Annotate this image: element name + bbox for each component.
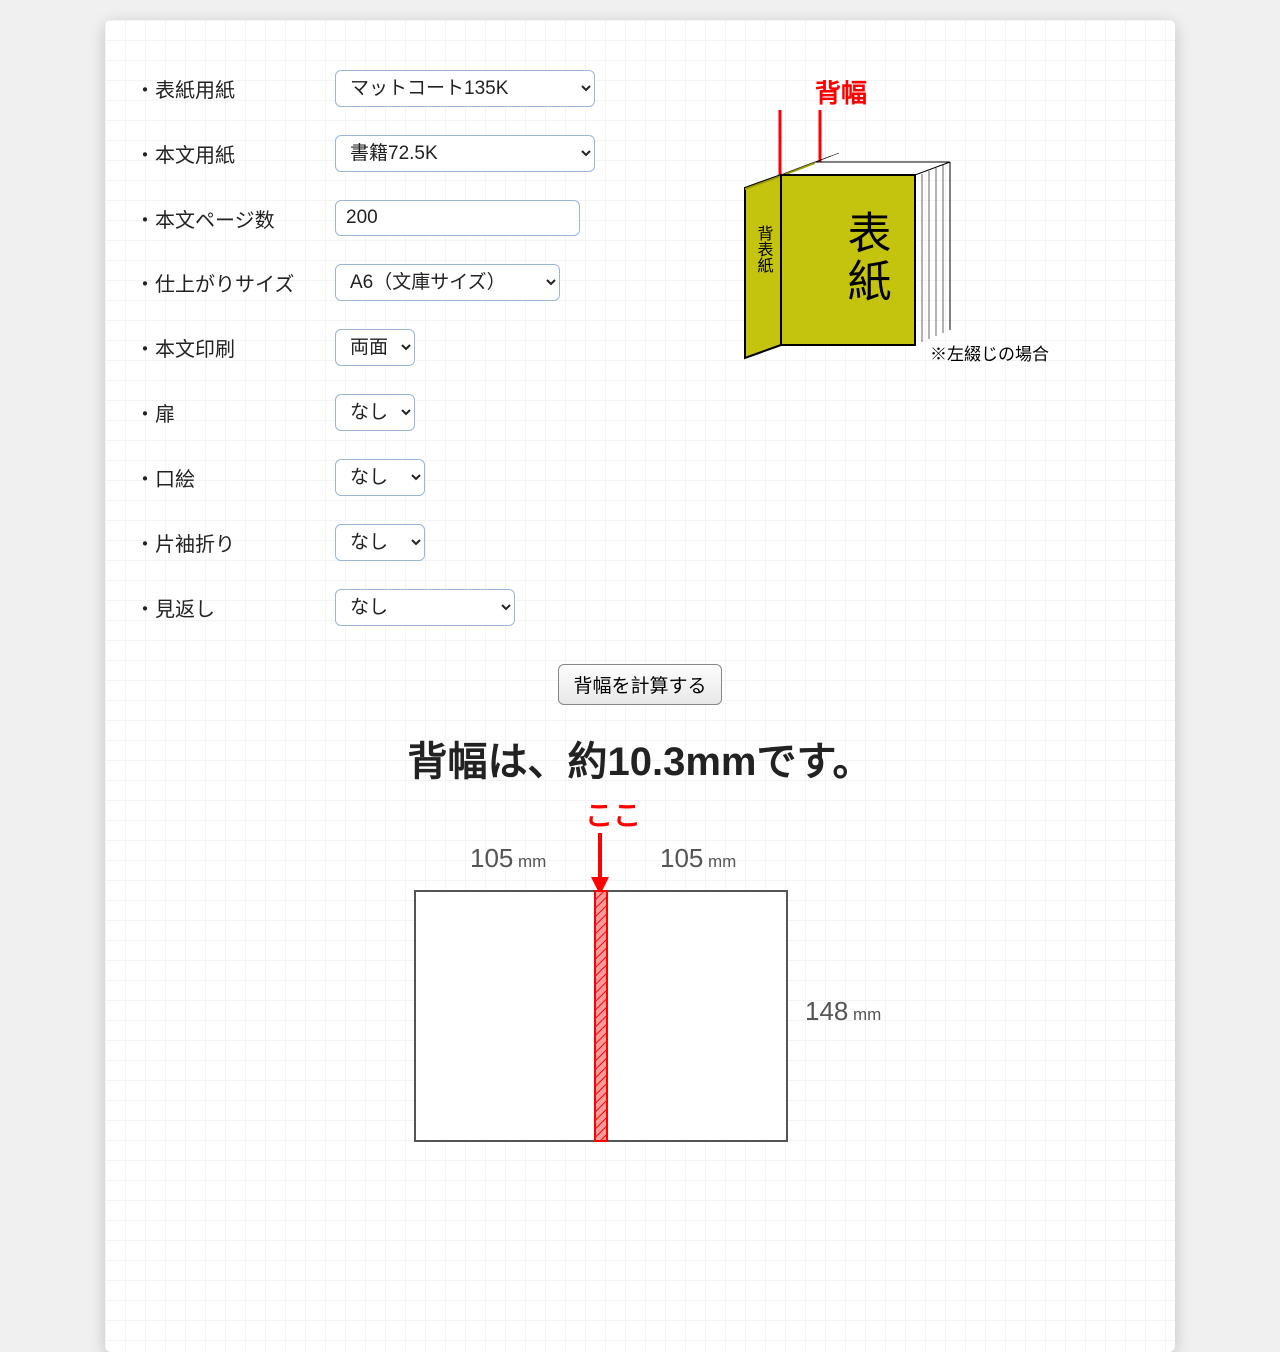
spine-width-label: 背幅 [815,80,867,108]
front-cover-text: 表紙 [841,210,891,306]
label-body-paper: ・本文用紙 [135,139,335,168]
height-unit: mm [853,1005,881,1024]
top-section: ・表紙用紙 マットコート135K ・本文用紙 書籍72.5K ・本文ページ数 ・… [135,70,1145,654]
label-tobira: ・扉 [135,398,335,427]
select-tobira[interactable]: なし [335,394,415,431]
select-finish-size[interactable]: A6（文庫サイズ） [335,264,560,301]
label-cover-paper: ・表紙用紙 [135,74,335,103]
button-row: 背幅を計算する [135,664,1145,705]
spine-text: 背表紙 [755,225,774,274]
label-kuchie: ・口絵 [135,463,335,492]
input-page-count[interactable] [335,200,580,236]
row-print-sides: ・本文印刷 両面 [135,329,595,366]
label-finish-size: ・仕上がりサイズ [135,268,335,297]
spread-diagram-svg: ここ 105 mm 105 mm 148 mm [360,795,920,1195]
label-katasode: ・片袖折り [135,528,335,557]
row-kuchie: ・口絵 なし [135,459,595,496]
select-katasode[interactable]: なし [335,524,425,561]
select-print-sides[interactable]: 両面 [335,329,415,366]
select-cover-paper[interactable]: マットコート135K [335,70,595,107]
select-body-paper[interactable]: 書籍72.5K [335,135,595,172]
spread-diagram: ここ 105 mm 105 mm 148 mm [135,795,1145,1195]
calculate-button[interactable]: 背幅を計算する [558,664,721,705]
calculator-panel: ・表紙用紙 マットコート135K ・本文用紙 書籍72.5K ・本文ページ数 ・… [105,20,1175,1352]
width-right-unit: mm [708,852,736,871]
row-mikaeshi: ・見返し なし [135,589,595,626]
select-mikaeshi[interactable]: なし [335,589,515,626]
spread-left-page [415,891,595,1141]
form: ・表紙用紙 マットコート135K ・本文用紙 書籍72.5K ・本文ページ数 ・… [135,70,595,654]
spread-spine [595,891,607,1141]
here-label: ここ [585,800,641,831]
book-diagram: 背幅 [715,70,1055,654]
label-page-count: ・本文ページ数 [135,204,335,233]
height-value: 148 [805,996,848,1026]
book-diagram-svg: 背幅 [715,80,1055,410]
spread-right-page [607,891,787,1141]
row-body-paper: ・本文用紙 書籍72.5K [135,135,595,172]
binding-note: ※左綴じの場合 [930,345,1049,364]
row-tobira: ・扉 なし [135,394,595,431]
label-print-sides: ・本文印刷 [135,333,335,362]
label-mikaeshi: ・見返し [135,593,335,622]
width-left-value: 105 [470,843,513,873]
select-kuchie[interactable]: なし [335,459,425,496]
width-left-unit: mm [518,852,546,871]
row-katasode: ・片袖折り なし [135,524,595,561]
row-page-count: ・本文ページ数 [135,200,595,236]
row-finish-size: ・仕上がりサイズ A6（文庫サイズ） [135,264,595,301]
row-cover-paper: ・表紙用紙 マットコート135K [135,70,595,107]
result-text: 背幅は、約10.3mmです。 [135,729,1145,787]
width-right-value: 105 [660,843,703,873]
